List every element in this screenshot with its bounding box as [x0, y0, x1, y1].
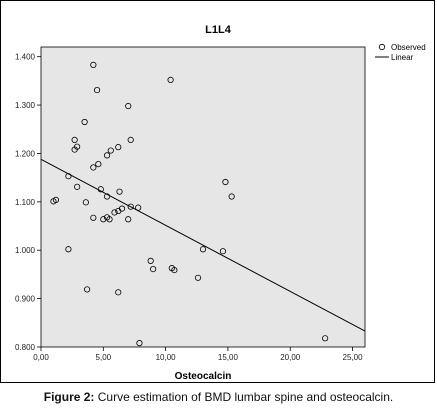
observed-point — [222, 178, 229, 186]
observed-point — [65, 173, 72, 180]
x-axis-label: Osteocalcin — [175, 371, 232, 382]
observed-point — [81, 118, 88, 126]
observed-point — [65, 246, 72, 253]
legend-linear-label: Linear — [391, 53, 414, 62]
observed-point — [228, 193, 235, 200]
observed-point — [97, 186, 104, 193]
observed-point — [90, 61, 97, 69]
x-tick-label: 15,00 — [218, 353, 239, 362]
observed-point — [115, 144, 122, 151]
observed-point — [136, 340, 143, 347]
observed-point — [95, 160, 102, 168]
observed-point — [71, 146, 78, 153]
x-tick-label: 25,00 — [343, 353, 364, 362]
y-tick-label: 1.100 — [15, 198, 36, 207]
x-axis: 0,00 5,00 10,00 15,00 20,00 25,00 — [33, 347, 363, 362]
x-tick-label: 5,00 — [96, 353, 112, 362]
legend-observed-marker — [378, 43, 386, 51]
y-tick-label: 0.900 — [15, 295, 36, 304]
plot-area — [40, 46, 366, 348]
observed-point — [219, 248, 227, 255]
observed-point — [93, 86, 101, 94]
observed-point — [90, 164, 97, 171]
legend-observed-label: Observed — [391, 43, 426, 52]
observed-point — [50, 198, 57, 205]
observed-point — [103, 193, 111, 200]
y-tick-label: 1.400 — [15, 53, 36, 62]
scatter-chart: L1L4 0.800 0.900 1.000 1.100 1.200 1.300 1.400… — [15, 24, 426, 382]
x-tick-label: 20,00 — [280, 353, 301, 362]
observed-point — [115, 289, 122, 296]
y-tick-label: 1.000 — [15, 246, 36, 255]
linear-fit-line — [40, 158, 366, 332]
observed-point — [111, 209, 118, 216]
caption-text: Curve estimation of BMD lumbar spine and… — [94, 390, 394, 404]
observed-point — [116, 188, 123, 195]
observed-point — [74, 183, 81, 190]
chart-title: L1L4 — [205, 24, 232, 36]
x-tick-label: 0,00 — [33, 353, 49, 362]
observed-point — [71, 136, 78, 144]
observed-point — [167, 76, 174, 84]
observed-point — [100, 216, 107, 223]
observed-point — [194, 274, 202, 281]
observed-point — [125, 102, 132, 110]
y-tick-label: 0.800 — [15, 343, 36, 352]
observed-point — [127, 136, 134, 144]
chart-frame: L1L4 0.800 0.900 1.000 1.100 1.200 1.300 1.400… — [0, 0, 435, 383]
observed-point — [150, 265, 157, 273]
y-tick-label: 1.300 — [15, 101, 36, 110]
observed-point — [103, 152, 111, 159]
observed-point — [82, 199, 89, 206]
y-tick-label: 1.200 — [15, 149, 36, 158]
observed-point — [115, 207, 122, 215]
observed-point — [147, 257, 154, 264]
observed-point — [171, 266, 178, 274]
legend: Observed Linear — [375, 43, 426, 62]
figure-caption: Figure 2: Curve estimation of BMD lumbar… — [0, 390, 437, 404]
observed-point — [322, 335, 329, 342]
observed-point — [125, 216, 132, 223]
x-tick-label: 10,00 — [156, 353, 177, 362]
observed-point — [199, 246, 207, 253]
y-axis: 0.800 0.900 1.000 1.100 1.200 1.300 1.400 — [15, 53, 41, 352]
observed-point — [103, 214, 111, 221]
observed-point — [127, 203, 134, 210]
observed-point — [107, 147, 114, 154]
caption-label: Figure 2: — [43, 390, 95, 404]
observed-point — [90, 214, 97, 221]
observed-points — [50, 61, 329, 347]
observed-point — [84, 286, 91, 293]
observed-point — [135, 204, 142, 211]
